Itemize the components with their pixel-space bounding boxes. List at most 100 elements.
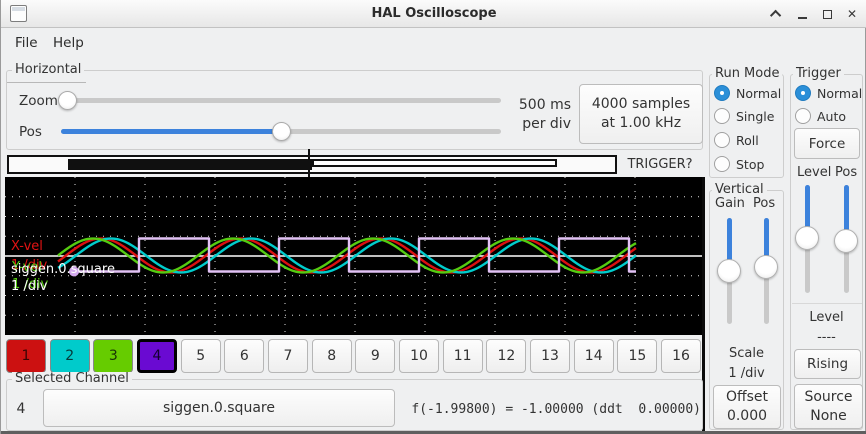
selected-channel-readout: f(-1.99800) = -1.00000 (ddt 0.00000)	[411, 402, 701, 417]
run-mode-label: Roll	[736, 132, 759, 148]
maximize-icon[interactable]	[820, 7, 834, 21]
force-button[interactable]: Force	[794, 128, 860, 159]
trigger-mode-radio-icon[interactable]	[795, 108, 811, 124]
source-button[interactable]: Source None	[794, 384, 863, 429]
pos-slider-handle[interactable]	[272, 122, 291, 141]
channel-button-11[interactable]: 11	[442, 339, 483, 373]
edge-button[interactable]: Rising	[794, 349, 861, 379]
zoom-slider-track[interactable]	[61, 98, 501, 103]
trigger-position-tick	[308, 149, 310, 178]
run-mode-group-label: Run Mode	[712, 67, 783, 81]
channel-button-3[interactable]: 3	[93, 339, 134, 373]
selected-channel-scale-label: 1 /div	[11, 279, 48, 294]
trigger-mode-normal[interactable]: Normal	[795, 84, 862, 102]
selected-channel-group-label: Selected Channel	[12, 372, 132, 386]
run-mode-label: Stop	[736, 156, 765, 172]
trigger-mode-radio-icon[interactable]	[795, 85, 811, 101]
run-mode-roll[interactable]: Roll	[714, 131, 759, 149]
channel-button-5[interactable]: 5	[180, 339, 221, 373]
channel-button-13[interactable]: 13	[530, 339, 571, 373]
channel-button-16[interactable]: 16	[661, 339, 702, 373]
run-mode-label: Single	[736, 108, 775, 124]
source-button-value: None	[810, 407, 847, 424]
force-button-label: Force	[808, 135, 846, 152]
channel-button-1[interactable]: 1	[6, 339, 46, 373]
run-mode-label: Normal	[736, 85, 782, 101]
channel1-scale-label: 1 /div	[11, 258, 48, 273]
offset-button-label: Offset	[725, 389, 769, 405]
time-per-div-unit: per div	[522, 116, 571, 132]
source-button-label: Source	[804, 388, 853, 405]
vertical-group-label: Vertical	[712, 183, 767, 197]
run-mode-normal[interactable]: Normal	[714, 84, 781, 102]
close-icon[interactable]: ✕	[846, 7, 858, 21]
vertical-pos-slider-handle[interactable]	[754, 255, 778, 279]
run-mode-radio-icon[interactable]	[714, 108, 730, 124]
run-mode-radio-icon[interactable]	[714, 132, 730, 148]
window-title: HAL Oscilloscope	[371, 6, 497, 21]
channel-button-10[interactable]: 10	[399, 339, 440, 373]
title-bar: HAL Oscilloscope ✕	[1, 0, 866, 28]
trigger-pos-slider-handle[interactable]	[834, 229, 858, 253]
pos-slider-label: Pos	[19, 124, 42, 140]
zoom-slider-label: Zoom	[19, 93, 58, 109]
gain-slider-label: Gain	[715, 196, 745, 211]
menu-bar: File Help	[1, 28, 866, 83]
record-position-bar	[7, 155, 617, 174]
trigger-pos-slider-label: Pos	[835, 165, 858, 180]
menu-file[interactable]: File	[15, 35, 38, 51]
offset-button-value: 0.000	[726, 408, 768, 424]
selected-channel-name-text: siggen.0.square	[163, 400, 275, 416]
window-bottom-border	[1, 431, 866, 434]
channel-button-14[interactable]: 14	[573, 339, 614, 373]
gain-slider-handle[interactable]	[717, 259, 741, 283]
trigger-status-label: TRIGGER?	[627, 157, 693, 172]
samples-button-line2: at 1.00 kHz	[600, 115, 682, 131]
panel-separator	[702, 177, 705, 431]
menu-divider	[6, 82, 86, 83]
samples-button[interactable]: 4000 samples at 1.00 kHz	[579, 84, 703, 144]
trigger-level-readout-label: Level	[809, 310, 844, 325]
run-mode-stop[interactable]: Stop	[714, 155, 764, 173]
samples-button-line1: 4000 samples	[591, 96, 691, 112]
run-mode-radio-icon[interactable]	[714, 85, 730, 101]
selected-channel-group	[6, 379, 703, 431]
horizontal-group-label: Horizontal	[12, 63, 85, 77]
channel-button-6[interactable]: 6	[224, 339, 265, 373]
channel3-name-label: Y-vel	[12, 260, 43, 275]
channel-button-8[interactable]: 8	[311, 339, 352, 373]
run-mode-single[interactable]: Single	[714, 107, 774, 125]
record-filled-bar	[68, 159, 312, 170]
trigger-mode-auto[interactable]: Auto	[795, 107, 846, 125]
channel-button-4[interactable]: 4	[137, 339, 177, 373]
channel-button-9[interactable]: 9	[355, 339, 396, 373]
channel1-name-label: X-vel	[11, 239, 43, 254]
trigger-level-slider-handle[interactable]	[795, 226, 819, 250]
time-per-div-value: 500 ms	[518, 97, 571, 113]
zoom-slider-handle[interactable]	[58, 91, 77, 110]
minimize-icon[interactable]	[795, 7, 809, 21]
trigger-divider	[792, 303, 862, 304]
edge-button-label: Rising	[806, 356, 849, 372]
trigger-level-slider-label: Level	[797, 165, 832, 180]
record-pending-bar	[312, 159, 557, 167]
channel-button-15[interactable]: 15	[617, 339, 658, 373]
offset-button[interactable]: Offset 0.000	[713, 385, 781, 429]
shade-icon[interactable]	[769, 7, 784, 22]
channel-button-2[interactable]: 2	[49, 339, 90, 373]
scope-display[interactable]: X-vel 1 /div Y-vel siggen.0.square 1 /di…	[5, 177, 705, 335]
trigger-mode-label: Normal	[817, 85, 863, 101]
menu-help[interactable]: Help	[53, 35, 84, 51]
trigger-level-readout-value: ----	[817, 330, 836, 345]
vertical-pos-slider-label: Pos	[753, 196, 776, 211]
channel-button-12[interactable]: 12	[486, 339, 527, 373]
scale-value: 1 /div	[728, 366, 765, 381]
channel-button-7[interactable]: 7	[268, 339, 309, 373]
channel3-scale-label: 1 /div	[12, 277, 49, 292]
window-icon	[10, 5, 27, 22]
trigger-mode-label: Auto	[817, 108, 847, 124]
scale-label: Scale	[729, 346, 764, 361]
selected-channel-name-button[interactable]: siggen.0.square	[43, 389, 395, 427]
run-mode-radio-icon[interactable]	[714, 156, 730, 172]
selected-channel-name-label: siggen.0.square	[11, 262, 115, 277]
